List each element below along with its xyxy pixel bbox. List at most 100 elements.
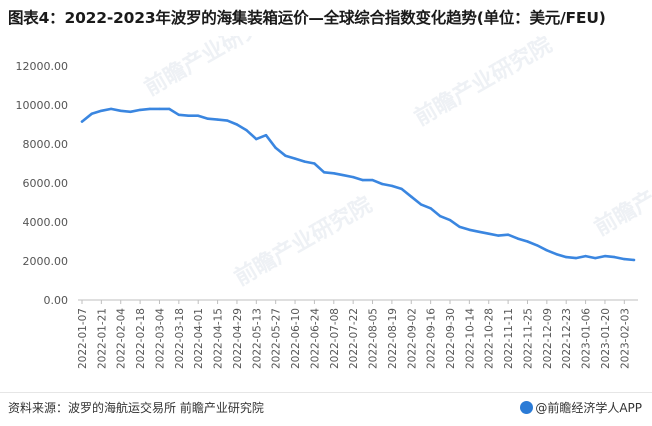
y-tick-label: 4000.00 [23, 216, 69, 229]
data-point [410, 195, 413, 198]
x-tick-label: 2023-01-20 [600, 308, 612, 369]
data-point [390, 184, 394, 188]
x-tick-label: 2022-01-07 [77, 308, 89, 369]
watermark-text: 前瞻产业研究院 [230, 192, 376, 292]
x-tick-label: 2023-01-06 [581, 308, 593, 369]
data-point [129, 110, 132, 114]
data-point [371, 178, 374, 182]
data-point [497, 234, 500, 237]
x-tick-label: 2022-06-10 [290, 308, 302, 369]
data-point [216, 118, 219, 121]
data-point [448, 218, 452, 222]
data-point [100, 109, 103, 113]
y-tick-label: 10000.00 [16, 99, 69, 112]
x-tick-label: 2022-07-08 [329, 308, 341, 369]
data-point [235, 123, 239, 126]
x-tick-label: 2022-12-23 [561, 308, 573, 369]
watermark-text: 前瞻产业研究院 [590, 142, 652, 242]
data-point [206, 117, 210, 120]
data-point [613, 255, 616, 259]
data-point [458, 225, 461, 229]
x-tick-label: 2022-12-09 [542, 308, 554, 369]
data-point [419, 203, 423, 206]
data-point [487, 232, 490, 235]
data-point [80, 120, 84, 123]
data-point [177, 113, 180, 117]
x-tick-label: 2022-05-27 [271, 308, 283, 369]
data-point [168, 107, 171, 111]
data-point [506, 233, 510, 236]
data-point [468, 228, 471, 231]
data-point [138, 108, 142, 112]
data-point [632, 258, 636, 262]
x-tick-label: 2022-09-30 [445, 308, 457, 369]
source-note: 资料来源：波罗的海航运交易所 前瞻产业研究院 [8, 401, 264, 415]
brand-logo-icon [520, 401, 534, 414]
data-point [584, 254, 587, 258]
data-point [352, 175, 355, 179]
x-tick-label: 2022-11-25 [522, 308, 534, 369]
data-point [90, 112, 93, 116]
data-point [148, 107, 151, 111]
x-tick-label: 2022-04-29 [232, 308, 244, 369]
data-point [361, 178, 364, 182]
y-tick-label: 12000.00 [16, 60, 69, 73]
x-tick-label: 2022-02-04 [116, 308, 128, 369]
data-point [245, 129, 248, 132]
data-point [332, 172, 335, 175]
data-point [623, 257, 626, 261]
x-tick-label: 2022-05-13 [251, 308, 263, 369]
x-tick-label: 2022-10-14 [464, 308, 476, 369]
data-point [158, 107, 161, 111]
x-tick-label: 2022-09-02 [406, 308, 418, 369]
data-point [439, 215, 442, 218]
data-point [303, 160, 306, 163]
y-tick-label: 2000.00 [23, 255, 69, 268]
data-point [565, 255, 568, 259]
x-tick-label: 2022-11-11 [503, 308, 515, 369]
y-tick-label: 8000.00 [23, 138, 69, 151]
data-point [574, 256, 578, 260]
data-point [545, 249, 548, 252]
data-point [274, 146, 277, 150]
data-point [381, 182, 384, 186]
x-tick-label: 2022-08-05 [368, 308, 380, 369]
x-tick-label: 2022-07-22 [348, 308, 360, 369]
brand-credit: @前瞻经济学人APP [520, 399, 642, 416]
footer: 资料来源：波罗的海航运交易所 前瞻产业研究院 @前瞻经济学人APP [0, 392, 652, 426]
x-tick-label: 2022-09-16 [426, 308, 438, 369]
chart-title: 图表4：2022-2023年波罗的海集装箱运价—全球综合指数变化趋势(单位：美元… [8, 9, 606, 27]
x-axis: 2022-01-07 2022-01-21 2022-02-04 2022-02-18… [77, 299, 638, 369]
x-tick-label: 2022-04-15 [213, 308, 225, 369]
data-point [109, 107, 113, 111]
x-tick-label: 2022-08-19 [387, 308, 399, 369]
plot-area [80, 107, 636, 262]
data-point [322, 171, 326, 174]
x-tick-label: 2023-02-03 [619, 308, 631, 369]
x-tick-label: 2022-06-24 [309, 308, 321, 369]
data-point [226, 119, 229, 122]
data-point [555, 253, 558, 256]
data-point [187, 114, 190, 117]
watermark-text: 前瞻产业研究院 [410, 36, 556, 131]
data-point [536, 244, 539, 247]
x-tick-label: 2022-04-01 [193, 308, 205, 369]
watermark-text: 前瞻产业研究院 [140, 36, 286, 101]
data-point [526, 240, 529, 243]
x-tick-label: 2022-02-18 [135, 308, 147, 369]
data-point [264, 134, 268, 137]
data-point [255, 137, 258, 141]
data-point [477, 230, 481, 233]
data-point [342, 174, 345, 177]
series-line [80, 107, 636, 262]
data-point [293, 157, 297, 160]
y-axis: 0.00 2000.00 4000.00 6000.00 8000.00 10000.00… [16, 60, 69, 307]
x-tick-label: 2022-03-04 [154, 308, 166, 369]
data-point [313, 162, 316, 165]
x-tick-label: 2022-01-21 [96, 308, 108, 369]
x-tick-label: 2022-10-28 [484, 308, 496, 369]
data-point [119, 109, 122, 113]
data-point [197, 114, 200, 117]
